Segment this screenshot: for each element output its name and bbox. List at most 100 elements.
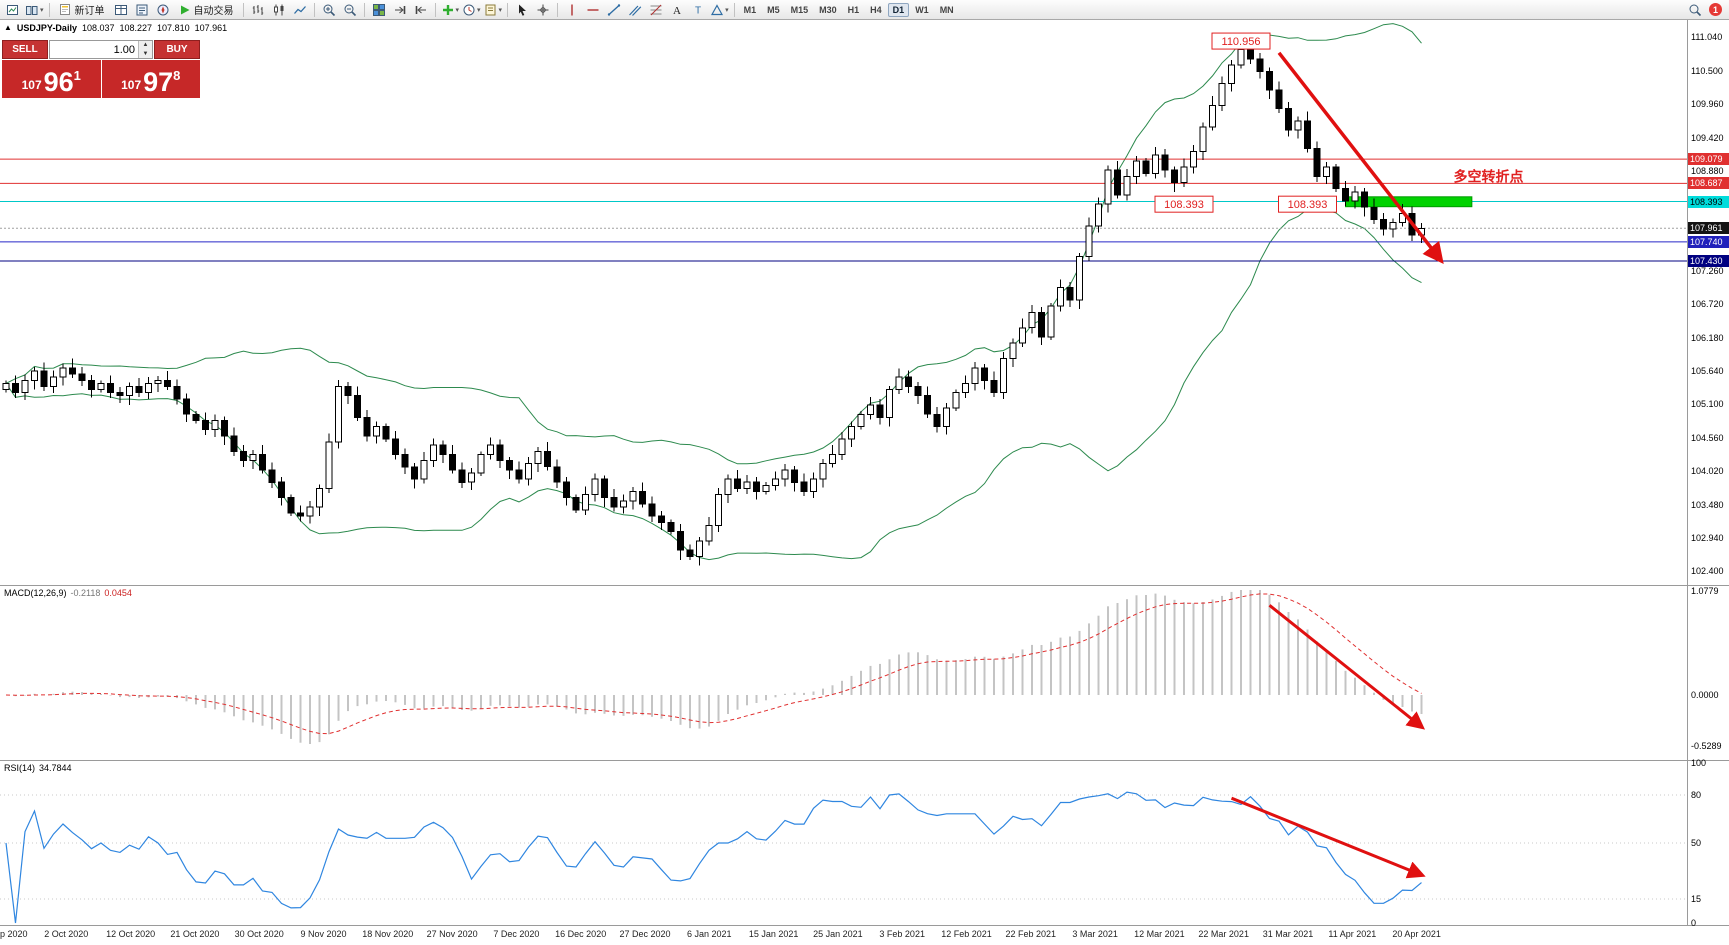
navigator-icon[interactable]	[153, 0, 173, 19]
price-scale-badge: 108.687	[1688, 177, 1729, 190]
ohlc-high: 108.227	[119, 23, 153, 33]
ohlc-open: 108.037	[81, 23, 115, 33]
templates-icon[interactable]: ▾	[483, 0, 504, 19]
new-order-label: 新订单	[74, 6, 105, 17]
toolbar-separator	[434, 2, 436, 17]
ohlc-low: 107.810	[157, 23, 190, 33]
timeframe-button-M5[interactable]: M5	[767, 4, 780, 15]
sell-button[interactable]: SELL	[2, 40, 48, 59]
timeframe-button-D1[interactable]: D1	[887, 2, 910, 17]
price-scale-label: 103.480	[1691, 499, 1724, 510]
chart-shift-icon[interactable]	[411, 0, 431, 19]
timeframe-button-M1[interactable]: M1	[743, 4, 757, 15]
timeframe-button-MN[interactable]: MN	[939, 4, 954, 15]
sell-price-pips: 96	[43, 67, 74, 98]
new-order-button[interactable]: 新订单	[54, 0, 110, 19]
rsi-line	[5, 791, 1422, 924]
chevron-down-icon: ▾	[477, 6, 481, 14]
date-axis-label: 21 Oct 2020	[170, 929, 220, 939]
horizontal-line-icon[interactable]	[583, 0, 603, 19]
turning-point-label[interactable]: 多空转折点	[1454, 169, 1524, 185]
macd-downtrend-arrow[interactable]	[1268, 604, 1426, 730]
date-axis-label: 11 Apr 2021	[1328, 929, 1377, 939]
date-axis-label: 22 Mar 2021	[1198, 929, 1249, 939]
label-icon[interactable]: T	[688, 0, 708, 19]
toolbar-separator	[733, 2, 735, 17]
sell-price-display[interactable]: 107 96 1	[2, 60, 101, 98]
date-axis-label: 12 Feb 2021	[941, 929, 992, 939]
rsi-panel-separator[interactable]	[0, 760, 1729, 761]
chart-header: ▲ USDJPY-Daily 108.037 108.227 107.810 1…	[4, 23, 227, 33]
rsi-downtrend-arrow[interactable]	[1230, 796, 1426, 879]
date-axis-label: 3 Mar 2021	[1072, 929, 1118, 939]
sell-price-figure: 107	[21, 78, 42, 92]
rsi-panel-chart[interactable]	[0, 761, 1687, 924]
ohlc-close: 107.961	[194, 23, 228, 33]
market-watch-icon[interactable]	[111, 0, 131, 19]
zoom-in-icon[interactable]	[319, 0, 339, 19]
timeframe-button-H1[interactable]: H1	[847, 4, 860, 15]
zone-price-label-2[interactable]: 108.393	[1278, 195, 1337, 213]
volume-input[interactable]: 1.00	[113, 43, 135, 56]
price-scale-label: 109.960	[1691, 99, 1724, 110]
horizontal-level-lines[interactable]	[0, 158, 1687, 262]
line-chart-icon[interactable]	[290, 0, 310, 19]
indicators-icon[interactable]: ▾	[440, 0, 461, 19]
zoom-out-icon[interactable]	[340, 0, 360, 19]
new-chart-icon[interactable]	[3, 0, 23, 19]
crosshair-icon[interactable]	[533, 0, 553, 19]
macd-panel-chart[interactable]	[0, 586, 1687, 759]
tile-windows-icon[interactable]	[369, 0, 389, 19]
sell-price-point: 1	[73, 68, 81, 83]
data-window-icon[interactable]	[132, 0, 152, 19]
rsi-value: 34.7844	[39, 763, 72, 773]
price-scale-label: 105.100	[1691, 399, 1724, 410]
timeframe-button-M30[interactable]: M30	[819, 4, 837, 15]
bar-chart-icon[interactable]	[248, 0, 268, 19]
vertical-line-icon[interactable]	[562, 0, 582, 19]
buy-price-display[interactable]: 107 97 8	[101, 60, 200, 98]
text-icon[interactable]: A	[667, 0, 687, 19]
volume-stepper: ▲ ▼	[138, 41, 152, 58]
date-axis-label: 12 Oct 2020	[106, 929, 156, 939]
main-price-chart[interactable]: 110.956 108.393 108.393 多空转折点	[0, 20, 1687, 585]
cursor-icon[interactable]	[512, 0, 532, 19]
chevron-down-icon: ▾	[725, 6, 729, 14]
macd-signal-line	[5, 593, 1422, 735]
timeframe-button-M15[interactable]: M15	[790, 4, 809, 15]
price-scale-label: 104.560	[1691, 432, 1724, 443]
trendline-icon[interactable]	[604, 0, 624, 19]
peak-price-label[interactable]: 110.956	[1211, 32, 1271, 50]
svg-text:108.393: 108.393	[1164, 199, 1204, 211]
downtrend-arrow[interactable]	[1277, 51, 1444, 264]
buy-button[interactable]: BUY	[154, 40, 200, 59]
timeframe-button-W1[interactable]: W1	[915, 4, 929, 15]
date-axis-label: 9 Nov 2020	[300, 929, 347, 939]
date-axis-label: 20 Apr 2021	[1392, 929, 1441, 939]
candlestick-icon[interactable]	[269, 0, 289, 19]
search-icon[interactable]	[1685, 0, 1705, 19]
channel-icon[interactable]	[625, 0, 645, 19]
price-scale-badge: 107.961	[1688, 222, 1729, 235]
autotrade-button[interactable]: 自动交易	[174, 0, 239, 19]
fibonacci-icon[interactable]	[646, 0, 666, 19]
macd-panel-separator[interactable]	[0, 585, 1729, 586]
auto-scroll-icon[interactable]	[390, 0, 410, 19]
periods-icon[interactable]: ▾	[461, 0, 482, 19]
oneclick-collapse-icon[interactable]: ▲	[4, 23, 12, 32]
date-axis-label: 22 Feb 2021	[1005, 929, 1057, 939]
macd-name: MACD(12,26,9)	[4, 588, 67, 598]
volume-up-icon[interactable]: ▲	[139, 41, 152, 50]
notification-badge[interactable]: 1	[1709, 3, 1722, 16]
chart-symbol-title: USDJPY-Daily	[16, 23, 77, 33]
price-scale-badge: 107.740	[1688, 235, 1729, 248]
price-scale-label: 108.880	[1691, 165, 1724, 176]
price-scale-badge: 108.393	[1688, 195, 1729, 208]
profiles-icon[interactable]: ▾	[24, 0, 45, 19]
zone-price-label-1[interactable]: 108.393	[1154, 195, 1214, 213]
timeframe-button-H4[interactable]: H4	[870, 4, 882, 15]
shapes-icon[interactable]: ▾	[709, 0, 730, 19]
volume-down-icon[interactable]: ▼	[139, 49, 152, 58]
price-scale-badge: 107.430	[1688, 255, 1729, 268]
